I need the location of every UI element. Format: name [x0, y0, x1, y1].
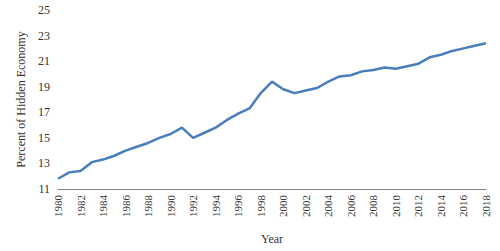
svg-text:1992: 1992 — [187, 195, 199, 217]
svg-text:2016: 2016 — [457, 195, 469, 218]
svg-text:Year: Year — [261, 232, 283, 246]
svg-text:1982: 1982 — [75, 195, 87, 217]
svg-text:2004: 2004 — [322, 195, 334, 218]
svg-text:11: 11 — [38, 182, 50, 196]
svg-text:2012: 2012 — [412, 195, 424, 217]
svg-text:13: 13 — [38, 156, 50, 170]
svg-text:2014: 2014 — [435, 195, 447, 218]
svg-text:21: 21 — [38, 54, 50, 68]
svg-text:1988: 1988 — [142, 195, 154, 218]
svg-text:Percent of Hidden Economy: Percent of Hidden Economy — [14, 31, 28, 167]
svg-text:17: 17 — [38, 105, 50, 119]
svg-text:2008: 2008 — [367, 195, 379, 218]
svg-text:25: 25 — [38, 3, 50, 17]
svg-text:1984: 1984 — [97, 195, 109, 218]
svg-text:1998: 1998 — [255, 195, 267, 218]
svg-text:23: 23 — [38, 29, 50, 43]
svg-text:2000: 2000 — [277, 195, 289, 218]
svg-text:2018: 2018 — [480, 195, 492, 218]
svg-text:1990: 1990 — [165, 195, 177, 218]
svg-text:1994: 1994 — [210, 195, 222, 218]
svg-text:1996: 1996 — [232, 195, 244, 218]
svg-text:2002: 2002 — [300, 195, 312, 217]
svg-text:19: 19 — [38, 80, 50, 94]
svg-text:15: 15 — [38, 131, 50, 145]
svg-text:2006: 2006 — [345, 195, 357, 218]
svg-text:1986: 1986 — [120, 195, 132, 218]
svg-text:2010: 2010 — [390, 195, 402, 218]
svg-text:1980: 1980 — [52, 195, 64, 218]
